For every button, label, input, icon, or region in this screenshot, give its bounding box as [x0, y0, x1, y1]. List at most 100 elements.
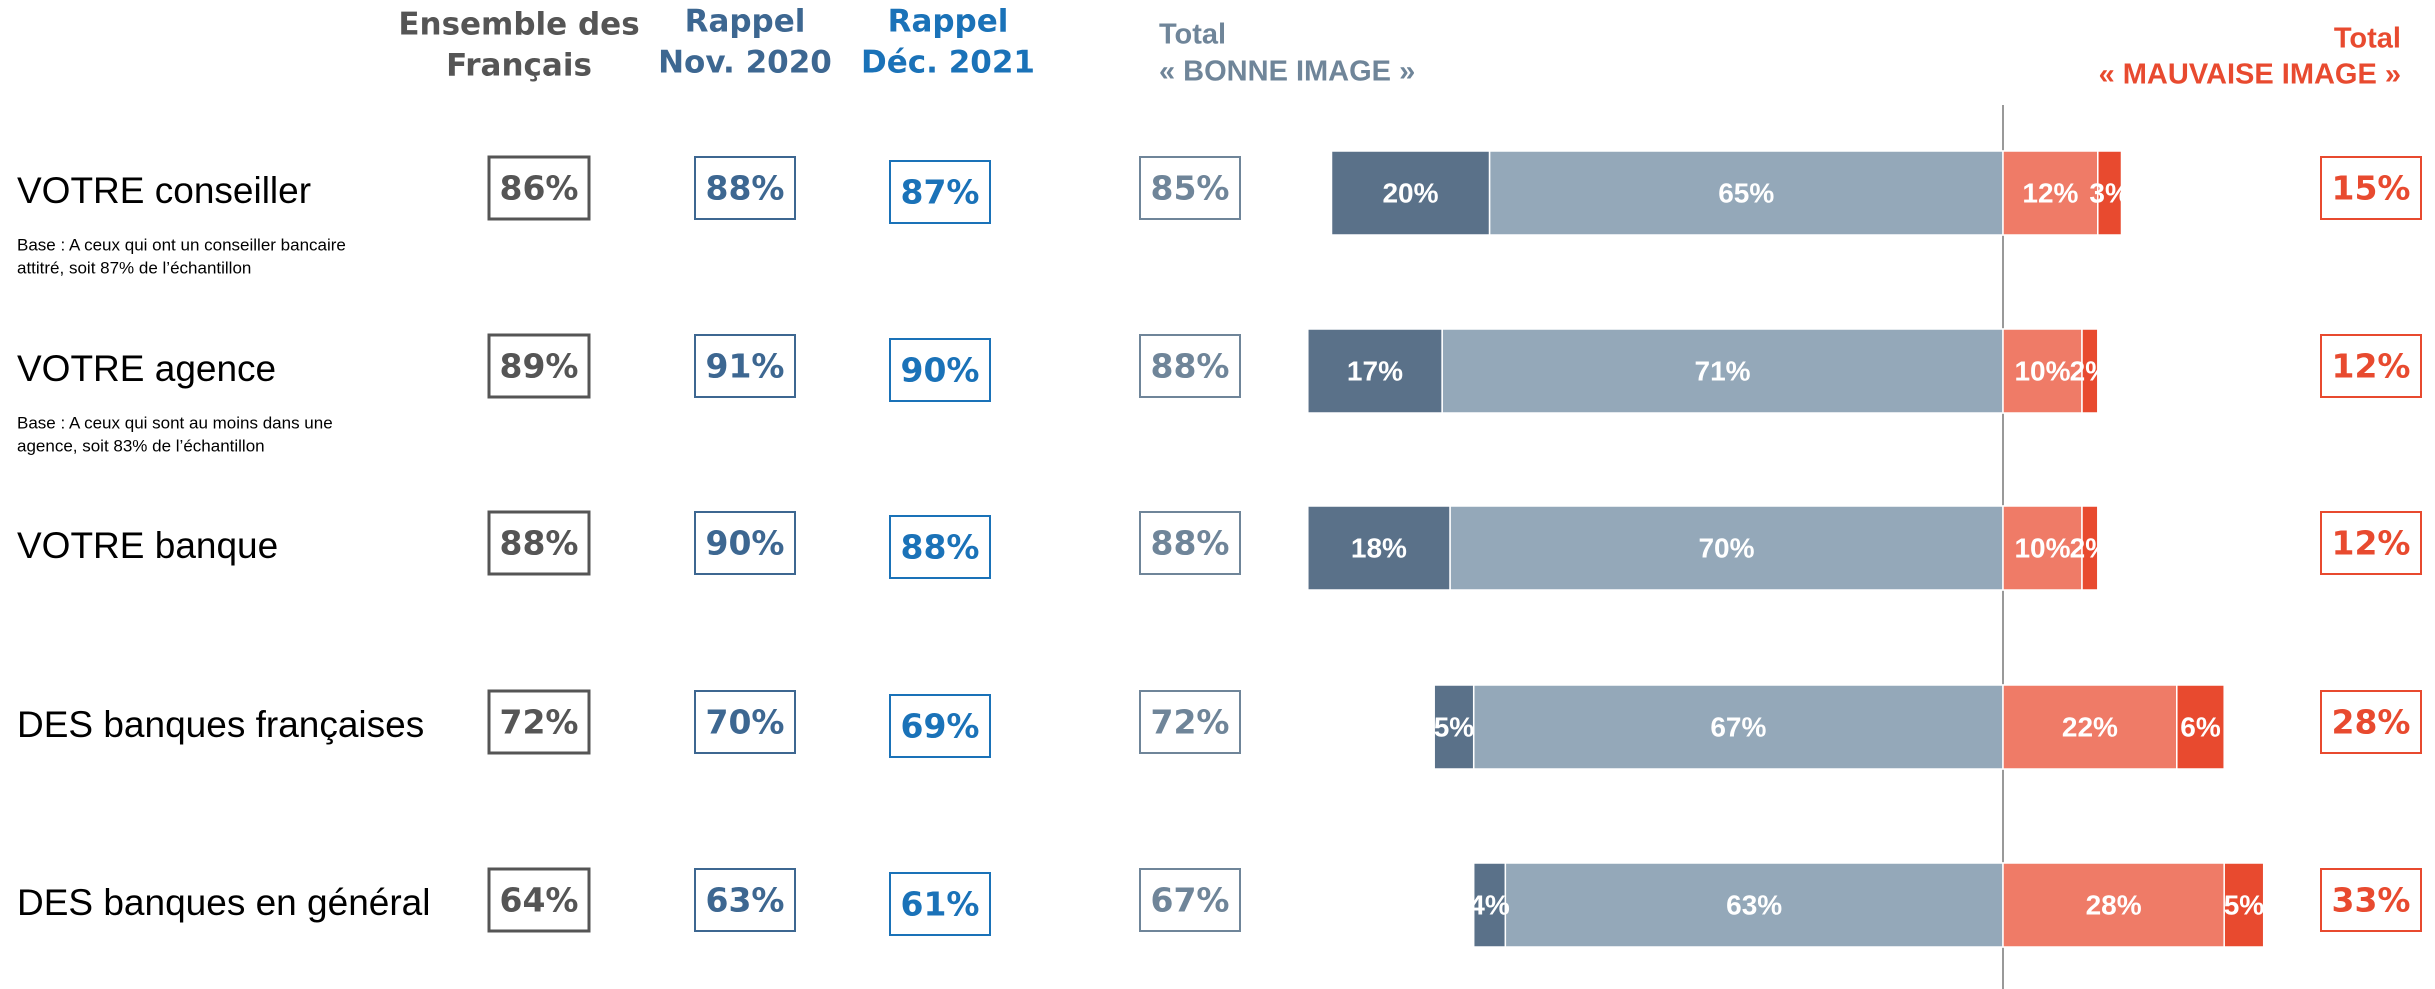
value-box [889, 160, 991, 224]
bar-segment [1472, 862, 1507, 948]
bar-label: 67% [1710, 711, 1766, 742]
bar-segment [2081, 328, 2099, 414]
value-box [487, 867, 591, 933]
bar-segment [1472, 684, 2004, 770]
value-box [487, 333, 591, 399]
value-label: 87% [901, 173, 980, 212]
value-box [1139, 334, 1241, 398]
value-label: 85% [1151, 169, 1230, 208]
value-label: 28% [2332, 703, 2411, 742]
bar-segment [2176, 684, 2225, 770]
bar-label: 3% [2089, 177, 2130, 208]
value-label: 12% [2332, 347, 2411, 386]
value-label: 63% [706, 881, 785, 920]
value-label: 72% [500, 703, 579, 742]
column-header: Rappel [685, 4, 806, 40]
value-label: 12% [2332, 524, 2411, 563]
value-label: 89% [500, 347, 579, 386]
bar-segment [1433, 684, 1475, 770]
value-label: 91% [706, 347, 785, 386]
column-header: « BONNE IMAGE » [1159, 56, 1415, 88]
value-label: 90% [706, 524, 785, 563]
bar-segment [2081, 505, 2099, 591]
bar-label: 28% [2086, 889, 2142, 920]
column-header: Total [1159, 19, 1226, 51]
value-label: 15% [2332, 169, 2411, 208]
bar-segment [2002, 862, 2225, 948]
bar-segment [2097, 150, 2123, 236]
value-label: 88% [500, 524, 579, 563]
bar-label: 5% [2224, 889, 2265, 920]
value-box [889, 872, 991, 936]
value-box [694, 334, 796, 398]
bar-label: 17% [1347, 355, 1403, 386]
bar-label: 6% [2180, 711, 2221, 742]
bar-segment [1449, 505, 2004, 591]
value-box [2320, 690, 2422, 754]
bar-label: 2% [2070, 532, 2111, 563]
bar-segment [1441, 328, 2004, 414]
bar-segment [2002, 505, 2083, 591]
value-box [1139, 868, 1241, 932]
value-box [487, 155, 591, 221]
value-box [889, 694, 991, 758]
bar-segment [1330, 150, 1491, 236]
base-note: Base : A ceux qui sont au moins dans une [17, 413, 333, 432]
value-box [2320, 868, 2422, 932]
category-label: VOTRE conseiller [17, 170, 311, 211]
bar-label: 20% [1382, 177, 1438, 208]
category-label: DES banques françaises [17, 704, 424, 745]
bar-label: 18% [1351, 532, 1407, 563]
value-box [694, 156, 796, 220]
value-label: 86% [500, 169, 579, 208]
column-header: Total [2334, 23, 2401, 55]
bar-label: 5% [1434, 711, 1475, 742]
bar-segment [1307, 505, 1451, 591]
value-label: 88% [706, 169, 785, 208]
value-label: 88% [901, 528, 980, 567]
value-box [1139, 690, 1241, 754]
value-label: 69% [901, 707, 980, 746]
value-box [487, 510, 591, 576]
column-header: Ensemble des [398, 7, 639, 43]
bar-label: 63% [1726, 889, 1782, 920]
bar-segment [1488, 150, 2004, 236]
column-header: « MAUVAISE IMAGE » [2099, 59, 2401, 91]
value-box [1139, 511, 1241, 575]
value-label: 33% [2332, 881, 2411, 920]
value-label: 90% [901, 351, 980, 390]
bar-label: 71% [1695, 355, 1751, 386]
column-header: Français [446, 48, 592, 84]
bar-segment [2223, 862, 2265, 948]
bar-label: 2% [2070, 355, 2111, 386]
base-note: attitré, soit 87% de l’échantillon [17, 258, 251, 277]
value-box [694, 511, 796, 575]
category-label: VOTRE agence [17, 348, 276, 389]
bar-label: 10% [2014, 532, 2070, 563]
base-note: Base : A ceux qui ont un conseiller banc… [17, 235, 346, 254]
value-label: 61% [901, 885, 980, 924]
value-label: 72% [1151, 703, 1230, 742]
bar-label: 12% [2022, 177, 2078, 208]
bar-label: 70% [1698, 532, 1754, 563]
base-note: agence, soit 83% de l’échantillon [17, 436, 265, 455]
column-header: Déc. 2021 [861, 45, 1035, 81]
category-label: VOTRE banque [17, 525, 278, 566]
value-box [1139, 156, 1241, 220]
bar-label: 65% [1718, 177, 1774, 208]
value-box [487, 689, 591, 755]
value-box [889, 515, 991, 579]
value-box [2320, 334, 2422, 398]
bar-segment [1307, 328, 1443, 414]
value-label: 88% [1151, 347, 1230, 386]
value-label: 64% [500, 881, 579, 920]
column-header: Rappel [888, 4, 1009, 40]
value-box [889, 338, 991, 402]
value-label: 88% [1151, 524, 1230, 563]
column-header: Nov. 2020 [658, 45, 832, 81]
value-label: 70% [706, 703, 785, 742]
bar-label: 4% [1469, 889, 1510, 920]
value-box [694, 868, 796, 932]
bar-label: 22% [2062, 711, 2118, 742]
